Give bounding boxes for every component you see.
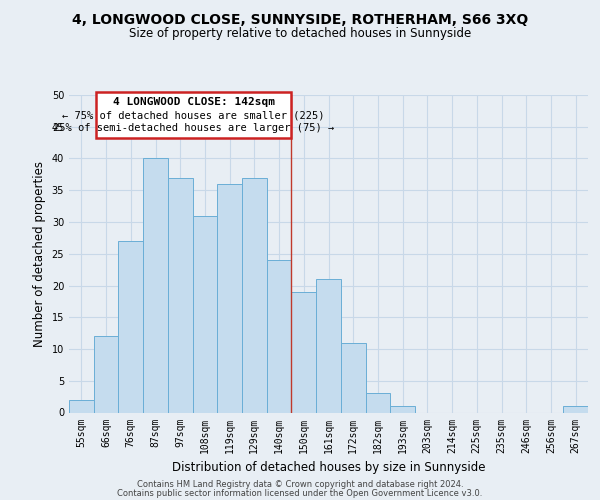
X-axis label: Distribution of detached houses by size in Sunnyside: Distribution of detached houses by size … <box>172 461 485 474</box>
Text: 4, LONGWOOD CLOSE, SUNNYSIDE, ROTHERHAM, S66 3XQ: 4, LONGWOOD CLOSE, SUNNYSIDE, ROTHERHAM,… <box>72 12 528 26</box>
Bar <box>69 400 94 412</box>
Bar <box>168 178 193 412</box>
Bar <box>118 241 143 412</box>
Bar <box>217 184 242 412</box>
Bar <box>563 406 588 412</box>
Text: Size of property relative to detached houses in Sunnyside: Size of property relative to detached ho… <box>129 28 471 40</box>
Bar <box>193 216 217 412</box>
Text: Contains public sector information licensed under the Open Government Licence v3: Contains public sector information licen… <box>118 490 482 498</box>
Bar <box>242 178 267 412</box>
Bar <box>365 394 390 412</box>
Bar <box>390 406 415 412</box>
Bar <box>316 279 341 412</box>
Y-axis label: Number of detached properties: Number of detached properties <box>33 161 46 347</box>
Text: 25% of semi-detached houses are larger (75) →: 25% of semi-detached houses are larger (… <box>53 123 334 133</box>
Text: 4 LONGWOOD CLOSE: 142sqm: 4 LONGWOOD CLOSE: 142sqm <box>113 97 275 107</box>
Bar <box>94 336 118 412</box>
Bar <box>96 92 291 138</box>
Text: Contains HM Land Registry data © Crown copyright and database right 2024.: Contains HM Land Registry data © Crown c… <box>137 480 463 489</box>
Bar <box>143 158 168 412</box>
Text: ← 75% of detached houses are smaller (225): ← 75% of detached houses are smaller (22… <box>62 110 325 120</box>
Bar <box>341 342 365 412</box>
Bar <box>267 260 292 412</box>
Bar <box>292 292 316 412</box>
